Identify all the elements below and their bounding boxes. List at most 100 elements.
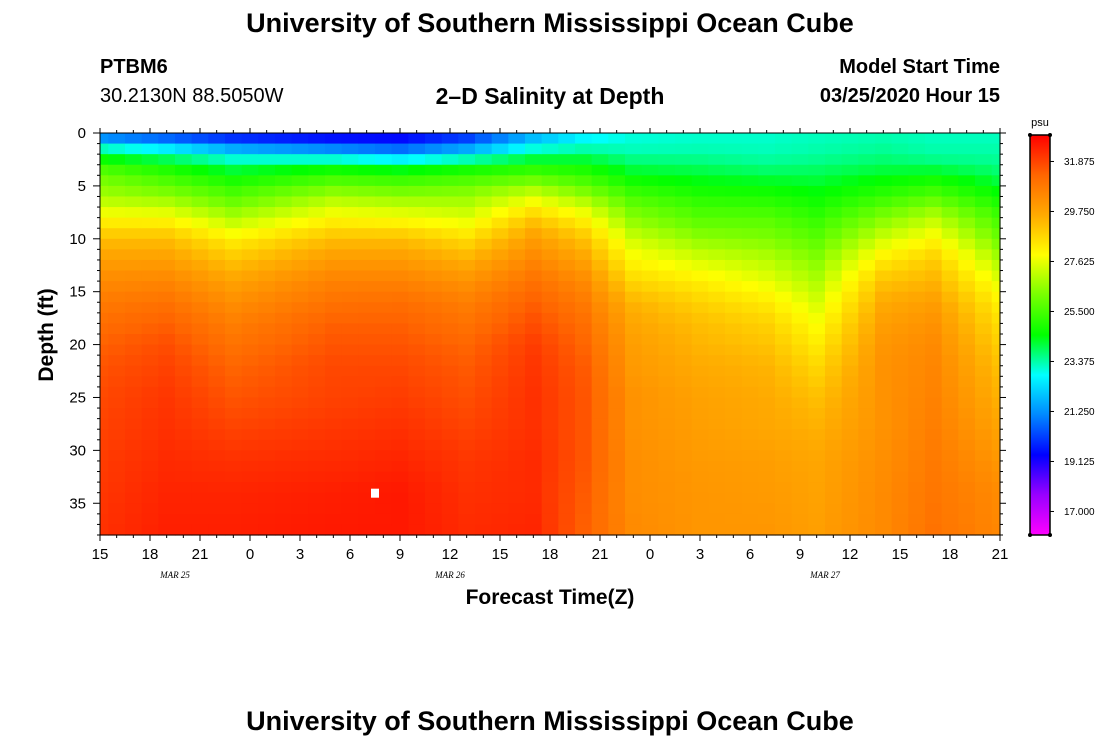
heatmap-cell bbox=[241, 439, 259, 451]
heatmap-cell bbox=[741, 492, 759, 504]
heatmap-cell bbox=[758, 376, 776, 388]
heatmap-cell bbox=[608, 460, 626, 473]
heatmap-cell bbox=[325, 281, 343, 293]
heatmap-cell bbox=[708, 492, 726, 504]
heatmap-cell bbox=[608, 302, 626, 314]
heatmap-cell bbox=[258, 513, 276, 526]
heatmap-cell bbox=[925, 228, 943, 240]
heatmap-cell bbox=[458, 228, 476, 240]
heatmap-cell bbox=[858, 133, 876, 145]
heatmap-cell bbox=[908, 196, 926, 208]
heatmap-cell bbox=[775, 418, 793, 430]
heatmap-cell bbox=[275, 365, 293, 377]
heatmap-cell bbox=[125, 408, 143, 420]
heatmap-cell bbox=[191, 450, 209, 462]
heatmap-cell bbox=[841, 185, 859, 198]
heatmap-cell bbox=[558, 334, 576, 346]
heatmap-cell bbox=[525, 386, 543, 399]
heatmap-cell bbox=[325, 164, 343, 176]
heatmap-cell bbox=[891, 334, 909, 346]
heatmap-cell bbox=[308, 376, 326, 388]
heatmap-cell bbox=[675, 334, 693, 346]
heatmap-cell bbox=[308, 312, 326, 325]
heatmap-cell bbox=[775, 408, 793, 420]
heatmap-cell bbox=[591, 207, 609, 219]
heatmap-cell bbox=[375, 524, 393, 536]
heatmap-cell bbox=[275, 291, 293, 303]
heatmap-cell bbox=[991, 429, 1001, 441]
heatmap-cell bbox=[875, 408, 893, 420]
heatmap-cell bbox=[608, 408, 626, 420]
heatmap-cell bbox=[225, 312, 243, 325]
heatmap-cell bbox=[525, 196, 543, 208]
heatmap-cell bbox=[658, 154, 676, 166]
heatmap-cell bbox=[641, 312, 659, 325]
heatmap-cell bbox=[525, 460, 543, 473]
heatmap-cell bbox=[941, 259, 959, 272]
heatmap-cell bbox=[158, 312, 176, 325]
heatmap-cell bbox=[791, 344, 809, 356]
heatmap-cell bbox=[575, 323, 593, 335]
heatmap-cell bbox=[425, 175, 443, 187]
heatmap-cell bbox=[308, 439, 326, 451]
heatmap-cell bbox=[575, 238, 593, 250]
heatmap-cell bbox=[541, 259, 559, 272]
heatmap-cell bbox=[258, 334, 276, 346]
heatmap-cell bbox=[825, 492, 843, 504]
heatmap-cell bbox=[425, 185, 443, 198]
heatmap-cell bbox=[575, 355, 593, 367]
heatmap-cell bbox=[575, 259, 593, 272]
heatmap-cell bbox=[391, 492, 409, 504]
heatmap-cell bbox=[241, 513, 259, 526]
heatmap-cell bbox=[408, 334, 426, 346]
heatmap-cell bbox=[375, 164, 393, 176]
heatmap-cell bbox=[758, 418, 776, 430]
heatmap-cell bbox=[791, 386, 809, 399]
heatmap-cell bbox=[791, 503, 809, 515]
heatmap-cell bbox=[741, 175, 759, 187]
heatmap-cell bbox=[308, 270, 326, 282]
heatmap-cell bbox=[108, 429, 126, 441]
heatmap-cell bbox=[875, 397, 893, 409]
heatmap-cell bbox=[641, 344, 659, 356]
heatmap-cell bbox=[258, 302, 276, 314]
heatmap-cell bbox=[100, 334, 109, 346]
heatmap-cell bbox=[241, 207, 259, 219]
heatmap-cell bbox=[125, 217, 143, 229]
heatmap-cell bbox=[208, 460, 226, 473]
heatmap-cell bbox=[891, 450, 909, 462]
heatmap-cell bbox=[875, 312, 893, 325]
heatmap-cell bbox=[875, 270, 893, 282]
heatmap-cell bbox=[558, 365, 576, 377]
heatmap-cell bbox=[708, 154, 726, 166]
heatmap-cell bbox=[575, 492, 593, 504]
main-title: University of Southern Mississippi Ocean… bbox=[246, 8, 854, 38]
heatmap-cell bbox=[475, 344, 493, 356]
heatmap-cell bbox=[891, 429, 909, 441]
heatmap-cell bbox=[491, 513, 509, 526]
heatmap-cell bbox=[341, 397, 359, 409]
heatmap-cell bbox=[975, 217, 993, 229]
heatmap-cell bbox=[275, 418, 293, 430]
heatmap-cell bbox=[441, 164, 459, 176]
heatmap-cell bbox=[191, 355, 209, 367]
heatmap-cell bbox=[275, 513, 293, 526]
heatmap-cell bbox=[408, 397, 426, 409]
heatmap-cell bbox=[891, 185, 909, 198]
heatmap-cell bbox=[358, 259, 376, 272]
heatmap-cell bbox=[225, 450, 243, 462]
heatmap-cell bbox=[641, 143, 659, 155]
heatmap-cell bbox=[391, 471, 409, 483]
heatmap-cell bbox=[758, 355, 776, 367]
heatmap-cell bbox=[108, 185, 126, 198]
heatmap-cell bbox=[241, 143, 259, 155]
heatmap-cell bbox=[591, 482, 609, 494]
heatmap-cell bbox=[491, 471, 509, 483]
heatmap-cell bbox=[541, 334, 559, 346]
heatmap-cell bbox=[691, 482, 709, 494]
heatmap-cell bbox=[825, 524, 843, 536]
heatmap-cell bbox=[508, 429, 526, 441]
heatmap-cell bbox=[258, 471, 276, 483]
heatmap-cell bbox=[908, 164, 926, 176]
heatmap-cell bbox=[358, 460, 376, 473]
